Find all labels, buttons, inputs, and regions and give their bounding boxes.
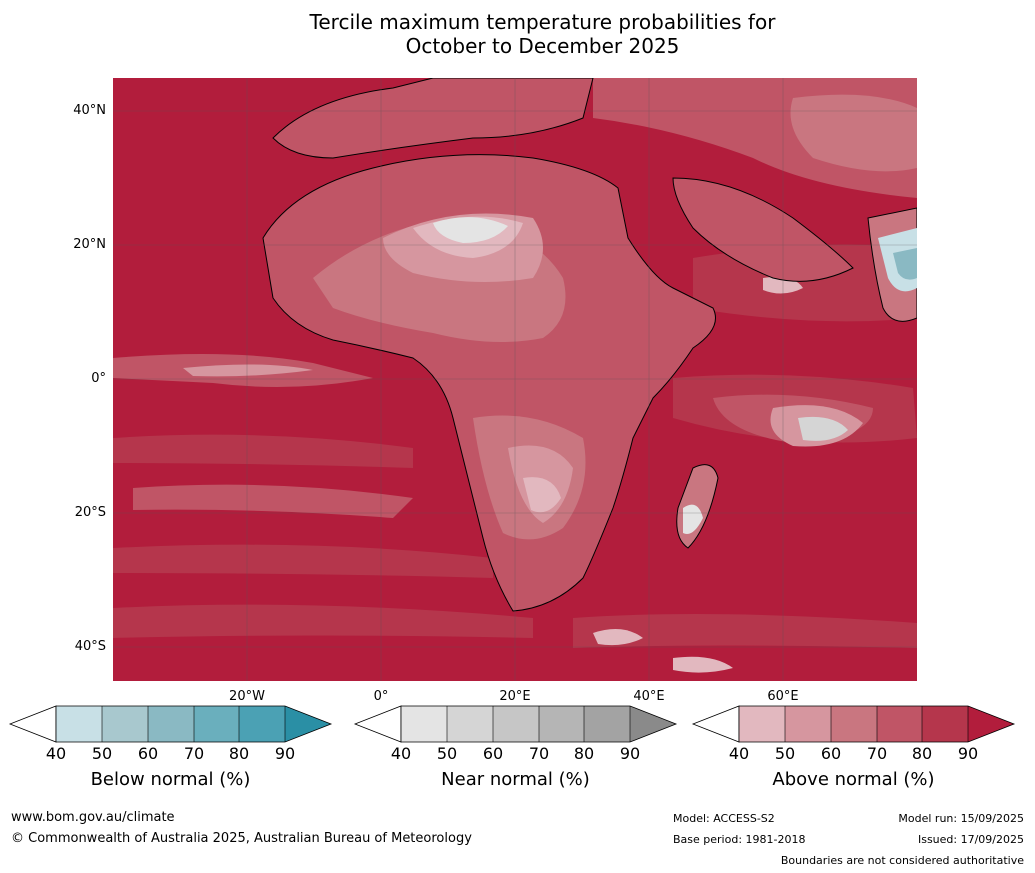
colorbar-near-normal [353, 705, 678, 743]
near-swatch-50 [447, 706, 493, 742]
below-swatch-40 [56, 706, 102, 742]
above-swatch-50 [785, 706, 831, 742]
longitude-label-40e: 40°E [633, 689, 665, 704]
below-tick-90: 90 [274, 744, 296, 763]
colorbar-near-svg [353, 705, 678, 743]
base-period: Base period: 1981-2018 [673, 833, 806, 846]
near-normal-label: Near normal (%) [441, 769, 590, 790]
colorbar-above-normal [691, 705, 1016, 743]
above-normal-label: Above normal (%) [772, 769, 935, 790]
model-name: Model: ACCESS-S2 [673, 812, 775, 825]
near-tick-40: 40 [390, 744, 412, 763]
colorbar-above-svg [691, 705, 1016, 743]
issued-date: Issued: 17/09/2025 [917, 833, 1024, 846]
below-swatch-80 [239, 706, 285, 742]
above-tick-90: 90 [957, 744, 979, 763]
chart-title: Tercile maximum temperature probabilitie… [0, 10, 1035, 58]
above-tick-70: 70 [866, 744, 888, 763]
below-swatch-70 [194, 706, 239, 742]
below-tick-80: 80 [228, 744, 250, 763]
above-swatch-70 [877, 706, 922, 742]
below-extend-low [8, 705, 57, 743]
above-extend-high [968, 706, 1014, 742]
boundary-disclaimer: Boundaries are not considered authoritat… [780, 854, 1024, 867]
title-line-2: October to December 2025 [405, 34, 680, 58]
longitude-label-20e: 20°E [499, 689, 531, 704]
near-extend-low [353, 705, 402, 743]
below-tick-60: 60 [137, 744, 159, 763]
colorbar-below-normal [8, 705, 333, 743]
copyright-text: © Commonwealth of Australia 2025, Austra… [11, 831, 472, 846]
latitude-label-20n: 20°N [73, 237, 106, 252]
latitude-label-20s: 20°S [74, 505, 106, 520]
near-extend-high [630, 706, 676, 742]
longitude-label-20w: 20°W [229, 689, 265, 704]
above-tick-40: 40 [728, 744, 750, 763]
below-tick-40: 40 [45, 744, 67, 763]
graticule [113, 78, 917, 681]
above-tick-80: 80 [911, 744, 933, 763]
below-tick-70: 70 [183, 744, 205, 763]
above-swatch-80 [922, 706, 968, 742]
above-extend-low [691, 705, 740, 743]
below-swatch-60 [148, 706, 194, 742]
below-tick-50: 50 [91, 744, 113, 763]
above-tick-60: 60 [820, 744, 842, 763]
latitude-label-40n: 40°N [73, 103, 106, 118]
above-tick-50: 50 [774, 744, 796, 763]
latitude-label-40s: 40°S [74, 639, 106, 654]
probability-map [113, 78, 917, 681]
near-tick-60: 60 [482, 744, 504, 763]
probability-fill-bands [113, 78, 917, 673]
near-swatch-40 [401, 706, 447, 742]
longitude-label-60e: 60°E [767, 689, 799, 704]
near-swatch-70 [539, 706, 584, 742]
above-swatch-60 [831, 706, 877, 742]
below-normal-label: Below normal (%) [90, 769, 251, 790]
below-swatch-50 [102, 706, 148, 742]
model-run-date: Model run: 15/09/2025 [898, 812, 1024, 825]
longitude-label-0: 0° [373, 689, 389, 704]
land-masses [262, 78, 917, 612]
near-tick-90: 90 [619, 744, 641, 763]
below-extend-high [285, 706, 331, 742]
near-tick-70: 70 [528, 744, 550, 763]
colorbar-below-svg [8, 705, 333, 743]
near-tick-50: 50 [436, 744, 458, 763]
website-link[interactable]: www.bom.gov.au/climate [11, 810, 175, 825]
above-swatch-40 [739, 706, 785, 742]
title-line-1: Tercile maximum temperature probabilitie… [309, 10, 776, 34]
map-svg [113, 78, 917, 681]
near-tick-80: 80 [573, 744, 595, 763]
latitude-label-0: 0° [91, 371, 106, 386]
near-swatch-60 [493, 706, 539, 742]
near-swatch-80 [584, 706, 630, 742]
